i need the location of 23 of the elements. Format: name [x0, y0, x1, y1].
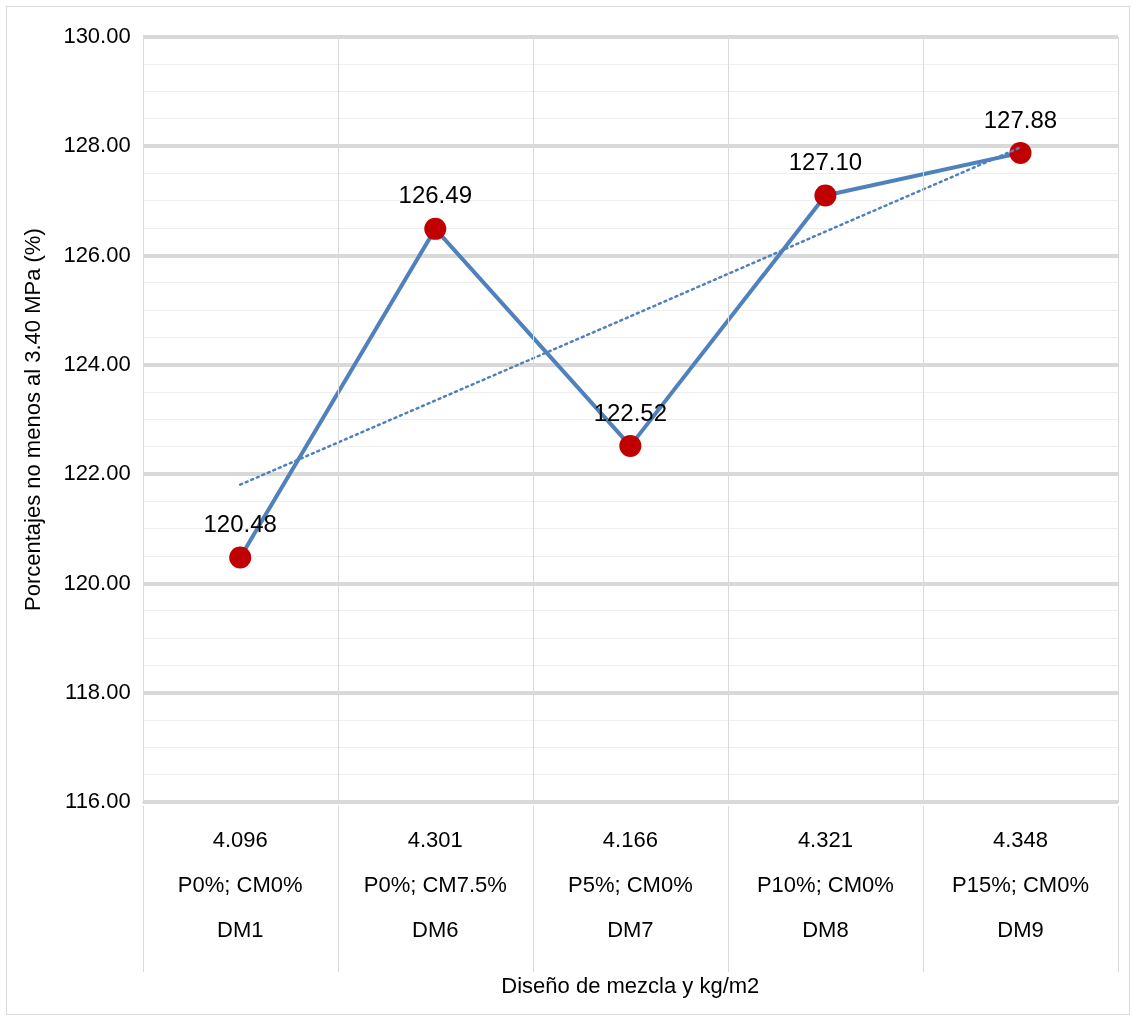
y-tick-label: 116.00 [65, 788, 131, 814]
point [229, 546, 252, 569]
point [424, 217, 447, 240]
x-tick-label: 4.301 P0%; CM7.5% DM6 [363, 826, 507, 943]
x-tick-label: 4.096 P0%; CM0% DM1 [177, 826, 303, 943]
x-axis-title: Diseño de mezcla y kg/m2 [501, 972, 760, 998]
point [1009, 141, 1032, 164]
y-tick-label: 120.00 [63, 569, 131, 595]
y-tick-label: 128.00 [63, 132, 131, 158]
x-tick-label: 4.321 P10%; CM0% DM8 [756, 826, 894, 943]
point [619, 434, 642, 457]
y-tick-label: 124.00 [63, 351, 131, 377]
point [814, 184, 837, 207]
y-axis-title: Porcentajes no menos al 3.40 MPa (%) [20, 228, 46, 612]
data-label: 127.10 [788, 148, 863, 176]
y-tick-label: 118.00 [65, 679, 131, 705]
data-label: 126.49 [398, 181, 472, 209]
x-tick-label: 4.348 P15%; CM0% DM9 [951, 826, 1089, 943]
x-tick-label: 4.166 P5%; CM0% DM7 [567, 826, 693, 943]
y-tick-label: 126.00 [63, 241, 131, 267]
y-tick-label: 122.00 [63, 460, 131, 486]
data-label: 127.88 [983, 105, 1058, 133]
y-tick-label: 130.00 [63, 23, 131, 49]
